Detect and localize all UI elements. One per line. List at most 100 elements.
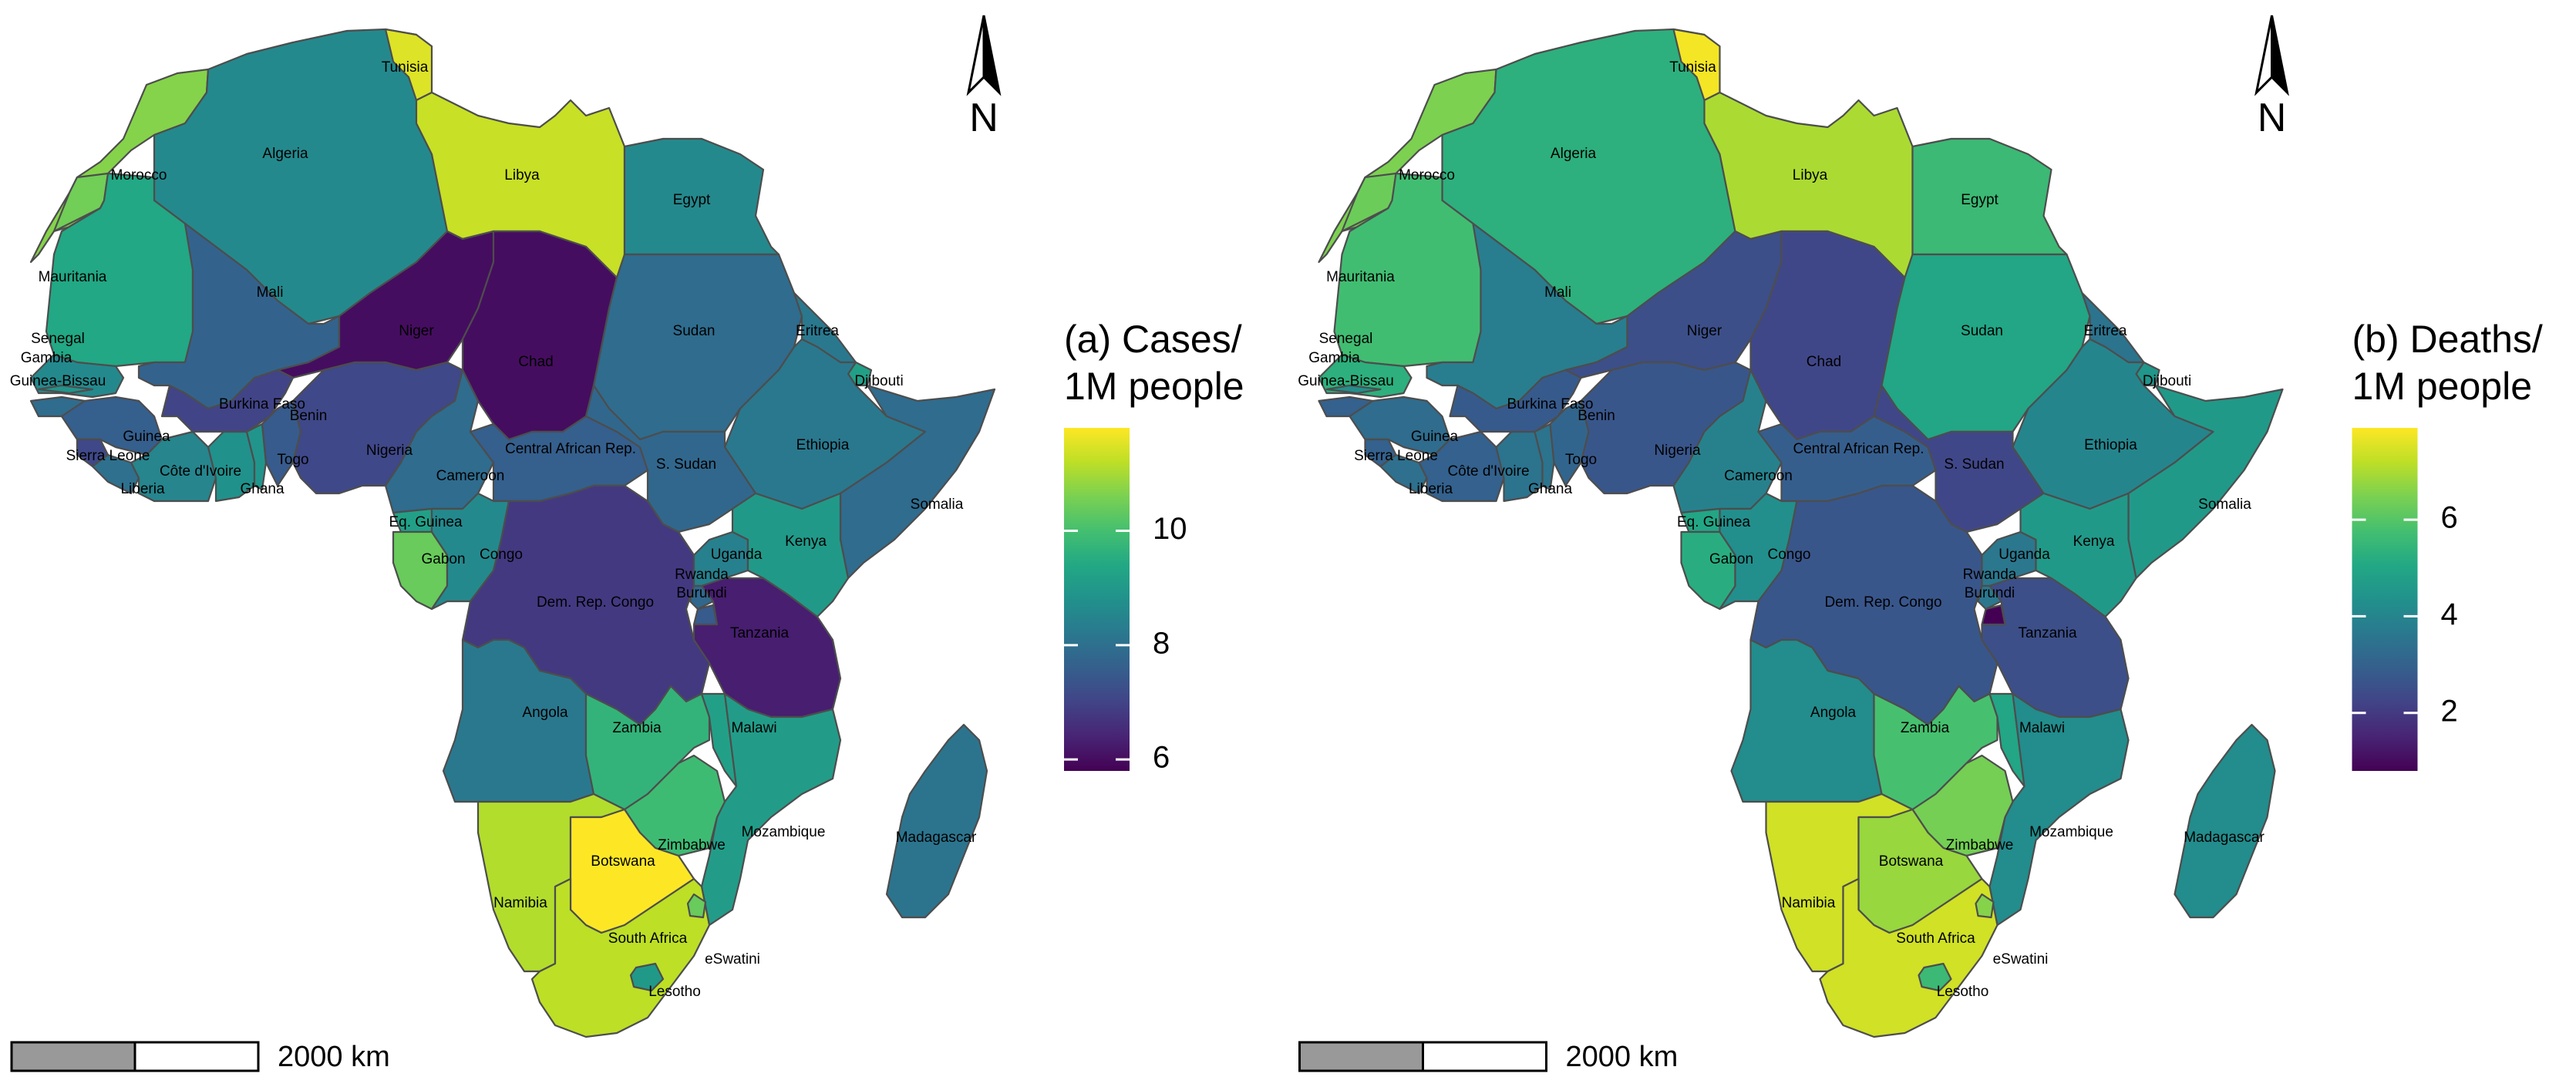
country-label-senegal: Senegal bbox=[31, 331, 85, 347]
country-label-lesotho: Lesotho bbox=[648, 984, 701, 1000]
country-label-ethiopia: Ethiopia bbox=[2084, 437, 2137, 453]
legend-tick-label: 6 bbox=[2441, 501, 2458, 535]
country-label-congo: Congo bbox=[1768, 547, 1811, 563]
map-panel-cases: Tunisia Morocco Algeria Libya Egypt Mauritani… bbox=[10, 15, 1244, 1073]
country-label-eswatini: eSwatini bbox=[1993, 951, 2049, 968]
country-label-zimbabwe: Zimbabwe bbox=[1946, 837, 2014, 853]
country-lesotho[interactable] bbox=[629, 962, 665, 992]
country-label-guinea-bissau: Guinea-Bissau bbox=[1298, 373, 1394, 389]
country-burkina-faso[interactable] bbox=[1449, 369, 1582, 433]
country-s-sudan[interactable] bbox=[584, 384, 757, 533]
country-somalia[interactable] bbox=[839, 384, 996, 580]
country-label-botswana: Botswana bbox=[591, 853, 655, 870]
country-label-lesotho: Lesotho bbox=[1937, 984, 1989, 1000]
country-label-tanzania: Tanzania bbox=[730, 625, 789, 641]
country-label-djibouti: Djibouti bbox=[2143, 373, 2191, 389]
legend-tick-label: 6 bbox=[1153, 741, 1170, 775]
country-label-somalia: Somalia bbox=[2198, 496, 2251, 513]
legend-colorbar bbox=[2352, 428, 2418, 771]
country-label-niger: Niger bbox=[399, 323, 434, 339]
country-label-eq-guinea: Eq. Guinea bbox=[1677, 514, 1750, 530]
country-eswatini[interactable] bbox=[1975, 893, 1995, 919]
country-label-sierra-leone: Sierra Leone bbox=[1354, 448, 1438, 464]
country-label-mozambique: Mozambique bbox=[2029, 824, 2113, 840]
country-somalia[interactable] bbox=[2127, 384, 2284, 580]
country-label-malawi: Malawi bbox=[731, 720, 776, 736]
country-label-guinea: Guinea bbox=[123, 429, 170, 445]
country-cameroon[interactable] bbox=[384, 369, 495, 514]
africa-map-a bbox=[29, 28, 996, 1038]
country-burkina-faso[interactable] bbox=[160, 369, 295, 433]
country-cote-d-ivoire[interactable] bbox=[130, 430, 217, 503]
scale-bar: 2000 km bbox=[1298, 1041, 1678, 1073]
country-gambia[interactable] bbox=[1325, 384, 1382, 395]
legend-title-line2: 1M people bbox=[1064, 365, 1244, 408]
country-s-sudan[interactable] bbox=[1873, 384, 2045, 533]
country-label-madagascar: Madagascar bbox=[2184, 830, 2265, 846]
country-label-uganda: Uganda bbox=[1999, 547, 2050, 563]
country-label-dem-rep-congo: Dem. Rep. Congo bbox=[1824, 594, 1941, 611]
country-kenya[interactable] bbox=[2019, 492, 2137, 618]
country-label-algeria: Algeria bbox=[262, 146, 308, 162]
africa-map-b bbox=[1318, 28, 2284, 1038]
country-label-zimbabwe: Zimbabwe bbox=[658, 837, 726, 853]
north-arrow-icon: N bbox=[2254, 15, 2289, 140]
country-label-djibouti: Djibouti bbox=[854, 373, 903, 389]
country-label-cote-d-ivoire: Côte d'Ivoire bbox=[160, 463, 241, 480]
country-cote-d-ivoire[interactable] bbox=[1418, 430, 1505, 503]
country-label-benin: Benin bbox=[1578, 408, 1615, 424]
country-label-rwanda: Rwanda bbox=[675, 567, 729, 583]
country-mozambique[interactable] bbox=[700, 692, 842, 927]
country-label-chad: Chad bbox=[1807, 354, 1841, 370]
country-label-cameroon: Cameroon bbox=[1724, 468, 1793, 484]
country-madagascar[interactable] bbox=[885, 723, 988, 919]
country-label-malawi: Malawi bbox=[2019, 720, 2065, 736]
country-label-guinea-bissau: Guinea-Bissau bbox=[10, 373, 106, 389]
country-label-eritrea: Eritrea bbox=[796, 323, 839, 339]
country-label-eswatini: eSwatini bbox=[705, 951, 760, 968]
country-label-algeria: Algeria bbox=[1551, 146, 1597, 162]
country-label-nigeria: Nigeria bbox=[366, 443, 413, 459]
country-zambia[interactable] bbox=[584, 685, 711, 811]
country-mozambique[interactable] bbox=[1988, 692, 2130, 927]
country-label-burkina-faso: Burkina Faso bbox=[1507, 396, 1594, 412]
country-label-mozambique: Mozambique bbox=[742, 824, 826, 840]
country-label-angola: Angola bbox=[522, 705, 568, 721]
country-label-benin: Benin bbox=[290, 408, 328, 424]
country-eswatini[interactable] bbox=[686, 893, 707, 919]
country-label-burkina-faso: Burkina Faso bbox=[219, 396, 305, 412]
country-cameroon[interactable] bbox=[1672, 369, 1783, 514]
country-label-sudan: Sudan bbox=[1961, 323, 2003, 339]
country-label-togo: Togo bbox=[277, 452, 308, 468]
country-kenya[interactable] bbox=[731, 492, 850, 618]
country-label-mauritania: Mauritania bbox=[1326, 269, 1395, 285]
country-label-burundi: Burundi bbox=[676, 585, 727, 601]
country-gambia[interactable] bbox=[37, 384, 94, 395]
country-label-gabon: Gabon bbox=[1709, 551, 1753, 567]
country-label-togo: Togo bbox=[1565, 452, 1597, 468]
legend-tick-label: 2 bbox=[2441, 694, 2458, 728]
country-south-africa[interactable] bbox=[530, 877, 711, 1038]
legend-tick-label: 4 bbox=[2441, 597, 2458, 631]
country-label-madagascar: Madagascar bbox=[896, 830, 977, 846]
country-madagascar[interactable] bbox=[2174, 723, 2276, 919]
country-south-africa[interactable] bbox=[1819, 877, 1999, 1038]
country-label-sudan: Sudan bbox=[673, 323, 716, 339]
country-lesotho[interactable] bbox=[1918, 962, 1952, 992]
country-label-egypt: Egypt bbox=[1961, 192, 1999, 208]
country-label-zambia: Zambia bbox=[612, 720, 662, 736]
country-label-dem-rep-congo: Dem. Rep. Congo bbox=[537, 594, 654, 611]
country-label-south-africa: South Africa bbox=[1896, 931, 1975, 947]
country-label-eq-guinea: Eq. Guinea bbox=[389, 514, 462, 530]
scale-bar: 2000 km bbox=[10, 1041, 390, 1073]
country-label-botswana: Botswana bbox=[1879, 853, 1944, 870]
country-label-somalia: Somalia bbox=[911, 496, 964, 513]
country-zambia[interactable] bbox=[1873, 685, 1999, 811]
north-arrow-label: N bbox=[969, 96, 998, 140]
country-label-cameroon: Cameroon bbox=[436, 468, 505, 484]
country-label-morocco: Morocco bbox=[111, 167, 167, 183]
country-label-central-african-rep: Central African Rep. bbox=[1793, 441, 1924, 457]
country-label-s-sudan: S. Sudan bbox=[1944, 456, 2004, 473]
legend-title-line2: 1M people bbox=[2352, 365, 2533, 408]
country-label-mauritania: Mauritania bbox=[39, 269, 107, 285]
